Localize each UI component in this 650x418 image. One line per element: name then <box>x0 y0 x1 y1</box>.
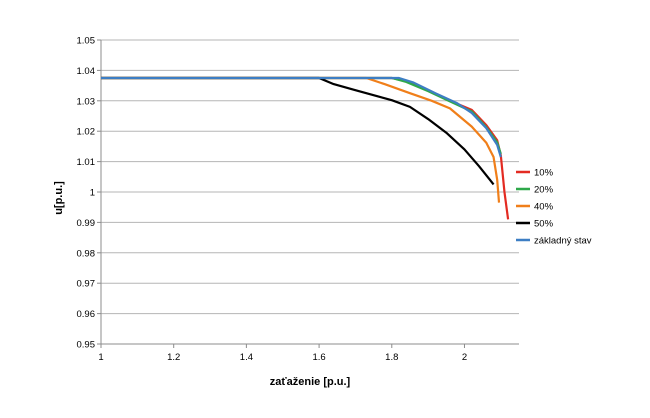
x-tick-label: 2 <box>462 352 467 363</box>
x-tick-label: 1.8 <box>385 352 398 363</box>
x-tick-label: 1 <box>98 352 103 363</box>
y-tick-label: 1.03 <box>77 96 96 107</box>
legend-label: 10% <box>534 168 554 179</box>
y-tick-label: 0.98 <box>77 248 96 259</box>
series-line-z-kladn-stav <box>101 76 502 158</box>
series-line-50 <box>101 76 495 186</box>
y-axis-title: u[p.u.] <box>53 181 65 215</box>
legend-label: 50% <box>534 219 554 230</box>
legend: 10% 20% 40% 50% základný stav <box>516 168 592 247</box>
y-tick-label: 0.96 <box>77 309 96 320</box>
y-axis-ticks: 0.95 0.96 0.97 0.98 0.99 1 1.01 1.02 1.03 1.04 1.0… <box>77 36 101 351</box>
y-tick-label: 1.01 <box>77 157 96 168</box>
y-tick-label: 1.05 <box>77 36 96 47</box>
y-tick-label: 0.97 <box>77 279 96 290</box>
x-tick-label: 1.2 <box>167 352 180 363</box>
y-tick-label: 1 <box>90 188 95 199</box>
y-tick-label: 0.99 <box>77 218 96 229</box>
x-tick-label: 1.4 <box>240 352 253 363</box>
y-tick-label: 1.02 <box>77 127 96 138</box>
legend-label: základný stav <box>534 236 592 247</box>
series-lines <box>101 76 510 220</box>
y-tick-label: 1.04 <box>77 66 96 77</box>
y-tick-label: 0.95 <box>77 340 96 351</box>
x-tick-label: 1.6 <box>312 352 325 363</box>
x-axis-ticks: 1 1.2 1.4 1.6 1.8 2 <box>98 344 467 363</box>
gridlines <box>101 39 519 315</box>
series-line-20 <box>101 76 502 155</box>
legend-label: 40% <box>534 202 554 213</box>
legend-label: 20% <box>534 185 554 196</box>
x-axis-title: zaťaženie [p.u.] <box>270 376 351 388</box>
